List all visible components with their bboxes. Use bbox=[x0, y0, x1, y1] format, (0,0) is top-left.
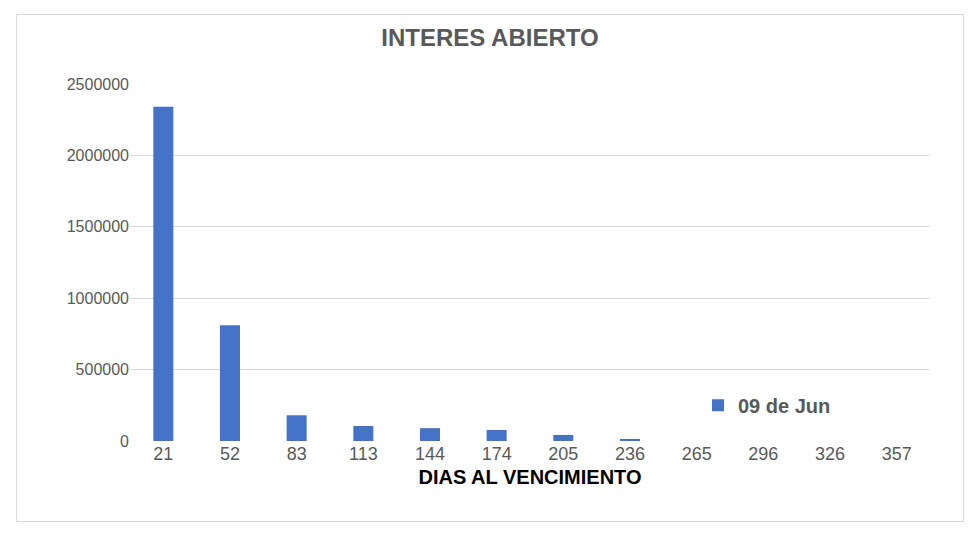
svg-text:1000000: 1000000 bbox=[67, 290, 129, 307]
svg-text:113: 113 bbox=[349, 444, 378, 464]
svg-text:83: 83 bbox=[287, 444, 307, 464]
svg-text:144: 144 bbox=[415, 444, 445, 464]
svg-text:500000: 500000 bbox=[76, 361, 129, 378]
svg-text:52: 52 bbox=[220, 444, 240, 464]
svg-text:DIAS AL VENCIMIENTO: DIAS AL VENCIMIENTO bbox=[419, 466, 642, 488]
svg-text:326: 326 bbox=[815, 444, 845, 464]
svg-text:2000000: 2000000 bbox=[67, 147, 129, 164]
svg-text:21: 21 bbox=[153, 444, 173, 464]
svg-text:236: 236 bbox=[615, 444, 645, 464]
svg-text:2500000: 2500000 bbox=[67, 76, 129, 93]
svg-text:205: 205 bbox=[548, 444, 578, 464]
svg-text:174: 174 bbox=[482, 444, 512, 464]
svg-text:357: 357 bbox=[882, 444, 912, 464]
svg-text:INTERES ABIERTO: INTERES ABIERTO bbox=[381, 24, 598, 51]
svg-text:296: 296 bbox=[748, 444, 778, 464]
svg-text:1500000: 1500000 bbox=[67, 218, 129, 235]
svg-text:0: 0 bbox=[120, 433, 129, 450]
svg-text:09 de Jun: 09 de Jun bbox=[738, 395, 830, 417]
svg-text:265: 265 bbox=[682, 444, 712, 464]
